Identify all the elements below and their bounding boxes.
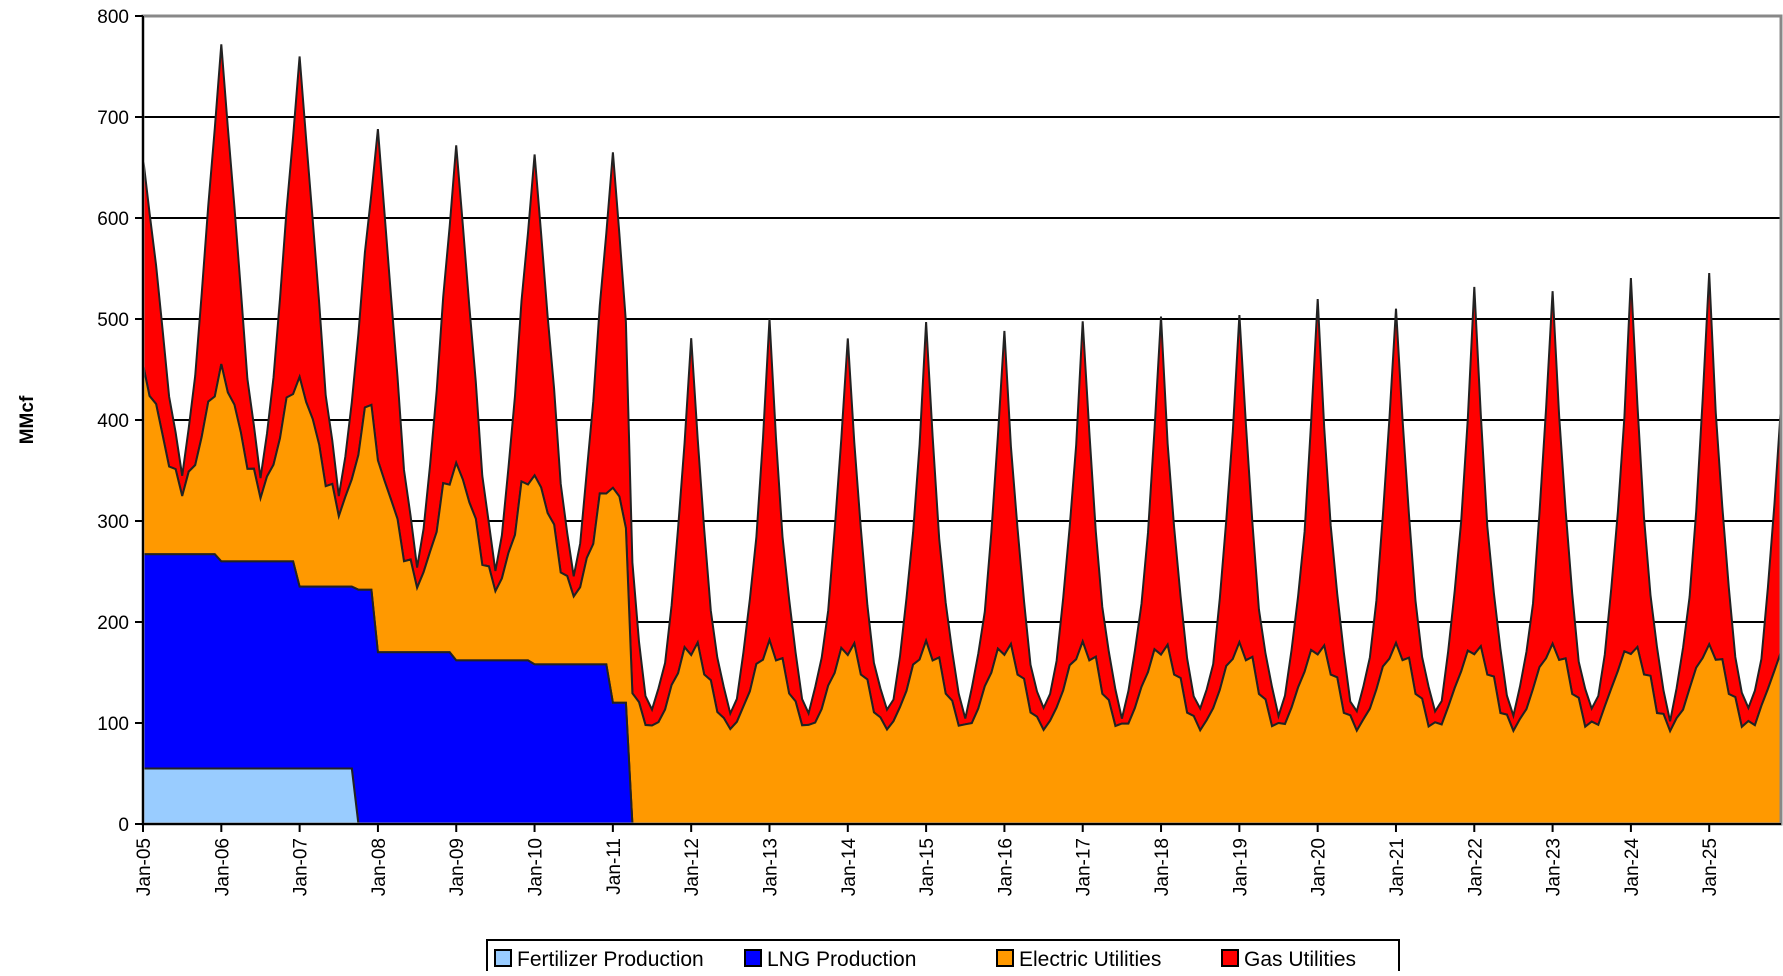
- x-tick-label: Jan-20: [1309, 838, 1330, 896]
- axes: 0 100 200 300 400 500 600 700 800 MMcf Jan-05 Jan-0…: [17, 7, 1783, 897]
- legend-label-gas-utilities: Gas Utilities: [1244, 948, 1356, 971]
- series-areas: [142, 44, 1782, 825]
- y-tick-label: 500: [97, 310, 129, 331]
- legend-box: [486, 939, 1400, 976]
- x-tick-label: Jan-24: [1622, 838, 1643, 897]
- y-tick-label: 200: [97, 613, 129, 634]
- x-tick-label: Jan-05: [134, 838, 155, 896]
- x-tick-label: Jan-07: [291, 838, 312, 896]
- y-tick-label: 400: [97, 411, 129, 432]
- legend-label-fertilizer-production: Fertilizer Production: [517, 948, 704, 971]
- legend-swatch-electric-utilities: [996, 949, 1014, 967]
- y-axis-title: MMcf: [17, 395, 38, 444]
- x-tick-label: Jan-11: [604, 838, 625, 895]
- y-tick-label: 300: [97, 512, 129, 533]
- x-tick-label: Jan-14: [839, 838, 860, 897]
- x-tick-label: Jan-19: [1230, 838, 1251, 896]
- x-tick-label: Jan-15: [917, 838, 938, 896]
- legend-swatch-lng-production: [744, 949, 762, 967]
- y-tick-label: 0: [118, 815, 129, 836]
- x-tick-label: Jan-21: [1387, 838, 1408, 896]
- x-tick-label: Jan-17: [1074, 838, 1095, 896]
- x-tick-label: Jan-10: [526, 838, 547, 896]
- y-tick-label: 700: [97, 108, 129, 129]
- x-tick-label: Jan-22: [1465, 838, 1486, 896]
- legend-swatch-gas-utilities: [1221, 949, 1239, 967]
- legend: Fertilizer Production LNG Production Elect…: [486, 939, 1400, 976]
- x-tick-label: Jan-12: [682, 838, 703, 896]
- y-tick-label: 800: [97, 7, 129, 28]
- legend-swatch-fertilizer-production: [494, 949, 512, 967]
- x-tick-label: Jan-08: [369, 838, 390, 896]
- x-tick-label: Jan-13: [760, 838, 781, 896]
- y-tick-label: 600: [97, 209, 129, 230]
- x-tick-label: Jan-23: [1544, 838, 1565, 896]
- x-tick-label: Jan-09: [447, 838, 468, 896]
- legend-label-electric-utilities: Electric Utilities: [1019, 948, 1161, 971]
- x-tick-label: Jan-18: [1152, 838, 1173, 896]
- x-tick-label: Jan-16: [995, 838, 1016, 896]
- x-tick-label: Jan-06: [212, 838, 233, 896]
- x-tick-label: Jan-25: [1700, 838, 1721, 896]
- legend-label-lng-production: LNG Production: [767, 948, 916, 971]
- y-tick-label: 100: [97, 714, 129, 735]
